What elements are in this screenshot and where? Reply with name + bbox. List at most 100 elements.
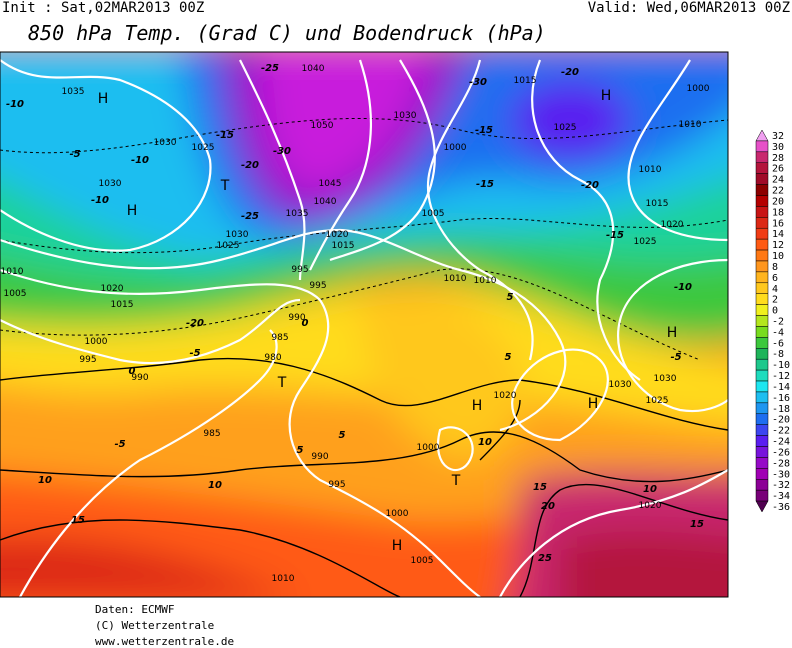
colorbar-swatch [755, 468, 769, 480]
isotherm-label: -10 [674, 282, 692, 293]
colorbar-label: -34 [772, 491, 790, 502]
isobar-label: 1000 [444, 143, 467, 153]
data-source: Daten: ECMWF [95, 603, 174, 616]
isobar-label: 1025 [554, 123, 577, 133]
isotherm-label: -20 [561, 67, 579, 78]
isobar-label: 1010 [474, 276, 497, 286]
pressure-center: H [127, 203, 138, 219]
isotherm-label: 10 [478, 437, 492, 448]
colorbar-label: 16 [772, 218, 784, 229]
pressure-center: H [601, 88, 612, 104]
pressure-center: T [451, 473, 461, 489]
isotherm-label: -10 [131, 155, 149, 166]
isotherm-label: -10 [91, 195, 109, 206]
colorbar-swatch [755, 206, 769, 218]
isotherm-label: -20 [581, 180, 599, 191]
isobar-label: 1035 [286, 209, 309, 219]
colorbar-label: 20 [772, 196, 784, 207]
isotherm-label: -30 [469, 77, 487, 88]
colorbar-swatch [755, 173, 769, 185]
colorbar-swatch [755, 140, 769, 153]
isobar-label: 1000 [417, 443, 440, 453]
colorbar-swatch [755, 457, 769, 469]
colorbar-swatch [755, 151, 769, 163]
isotherm-label: 5 [297, 445, 304, 456]
isobar-label: 1025 [192, 143, 215, 153]
isotherm-label: -25 [241, 211, 259, 222]
isotherm-label: -15 [216, 130, 234, 141]
colorbar-label: 4 [772, 284, 778, 295]
temperature-field [0, 52, 728, 597]
isotherm-label: -20 [186, 318, 204, 329]
isobar-label: 1020 [494, 391, 517, 401]
colorbar-swatch [755, 337, 769, 349]
isotherm-label: -5 [114, 439, 125, 450]
isobars [0, 59, 728, 597]
colorbar-swatch [755, 402, 769, 415]
colorbar-swatch [755, 446, 769, 458]
colorbar-swatch [755, 293, 769, 305]
isotherm-label: 10 [643, 484, 657, 495]
colorbar-label: 0 [772, 306, 778, 317]
colorbar-label: 14 [772, 229, 784, 240]
isotherm-label: -5 [670, 352, 681, 363]
pressure-center: H [392, 538, 403, 554]
colorbar-swatch [755, 162, 769, 174]
colorbar-label: 12 [772, 240, 784, 251]
isotherm-label: 10 [208, 480, 222, 491]
colorbar-swatch [755, 184, 769, 196]
colorbar-swatch [755, 500, 769, 513]
isobar-label: 1010 [679, 120, 702, 130]
colorbar-label: -12 [772, 371, 790, 382]
colorbar-label: -22 [772, 426, 790, 437]
colorbar: 32302826242220181614121086420-2-4-6-8-10… [755, 129, 790, 513]
colorbar-swatch [755, 315, 769, 327]
isobar-label: 1025 [634, 237, 657, 247]
isobar-label: 985 [271, 333, 288, 343]
colorbar-swatch [755, 489, 769, 502]
isotherm-label: -10 [6, 99, 24, 110]
isobar-label: 1000 [85, 337, 108, 347]
isobar-label: 1010 [272, 574, 295, 584]
colorbar-label: -24 [772, 437, 790, 448]
colorbar-label: 24 [772, 175, 784, 186]
colorbar-label: 6 [772, 273, 778, 284]
isotherm-label: 25 [538, 553, 552, 564]
isobar-label: 985 [203, 429, 220, 439]
colorbar-label: -20 [772, 415, 790, 426]
colorbar-swatch [755, 326, 769, 338]
isobar-label: 1020 [639, 501, 662, 511]
map-labels: 1035 H-101030-5-101030-10H1025-15-20T1040… [1, 63, 710, 584]
isobar-label: 1045 [319, 179, 342, 189]
isobar-label: 1015 [332, 241, 355, 251]
colorbar-swatch [755, 304, 769, 316]
isotherm-label: -30 [273, 146, 291, 157]
colorbar-label: -36 [772, 502, 790, 513]
isobar-label: 1015 [111, 300, 134, 310]
colorbar-label: -18 [772, 404, 790, 415]
colorbar-swatch [755, 369, 769, 382]
pressure-center: H [98, 91, 109, 107]
colorbar-label: -8 [772, 349, 784, 360]
colorbar-label: 28 [772, 153, 784, 164]
isobar-label: 990 [311, 452, 328, 462]
isobar-label: 1005 [411, 556, 434, 566]
colorbar-label: 26 [772, 164, 784, 175]
isotherm-label: 5 [507, 292, 514, 303]
colorbar-label: 8 [772, 262, 778, 273]
colorbar-label: -26 [772, 447, 790, 458]
colorbar-swatch [755, 249, 769, 262]
pressure-center: T [277, 375, 287, 391]
isobar-label: 1025 [646, 396, 669, 406]
colorbar-label: -4 [772, 327, 784, 338]
isotherm-label: 20 [541, 501, 555, 512]
isobar-label: 1005 [4, 289, 27, 299]
isobar-label: 1040 [302, 64, 325, 74]
isotherm-label: 5 [505, 352, 512, 363]
isobar-label: 1000 [386, 509, 409, 519]
isobar-label: 1020 [326, 230, 349, 240]
colorbar-swatch [755, 282, 769, 294]
isobar-label: 1030 [654, 374, 677, 384]
